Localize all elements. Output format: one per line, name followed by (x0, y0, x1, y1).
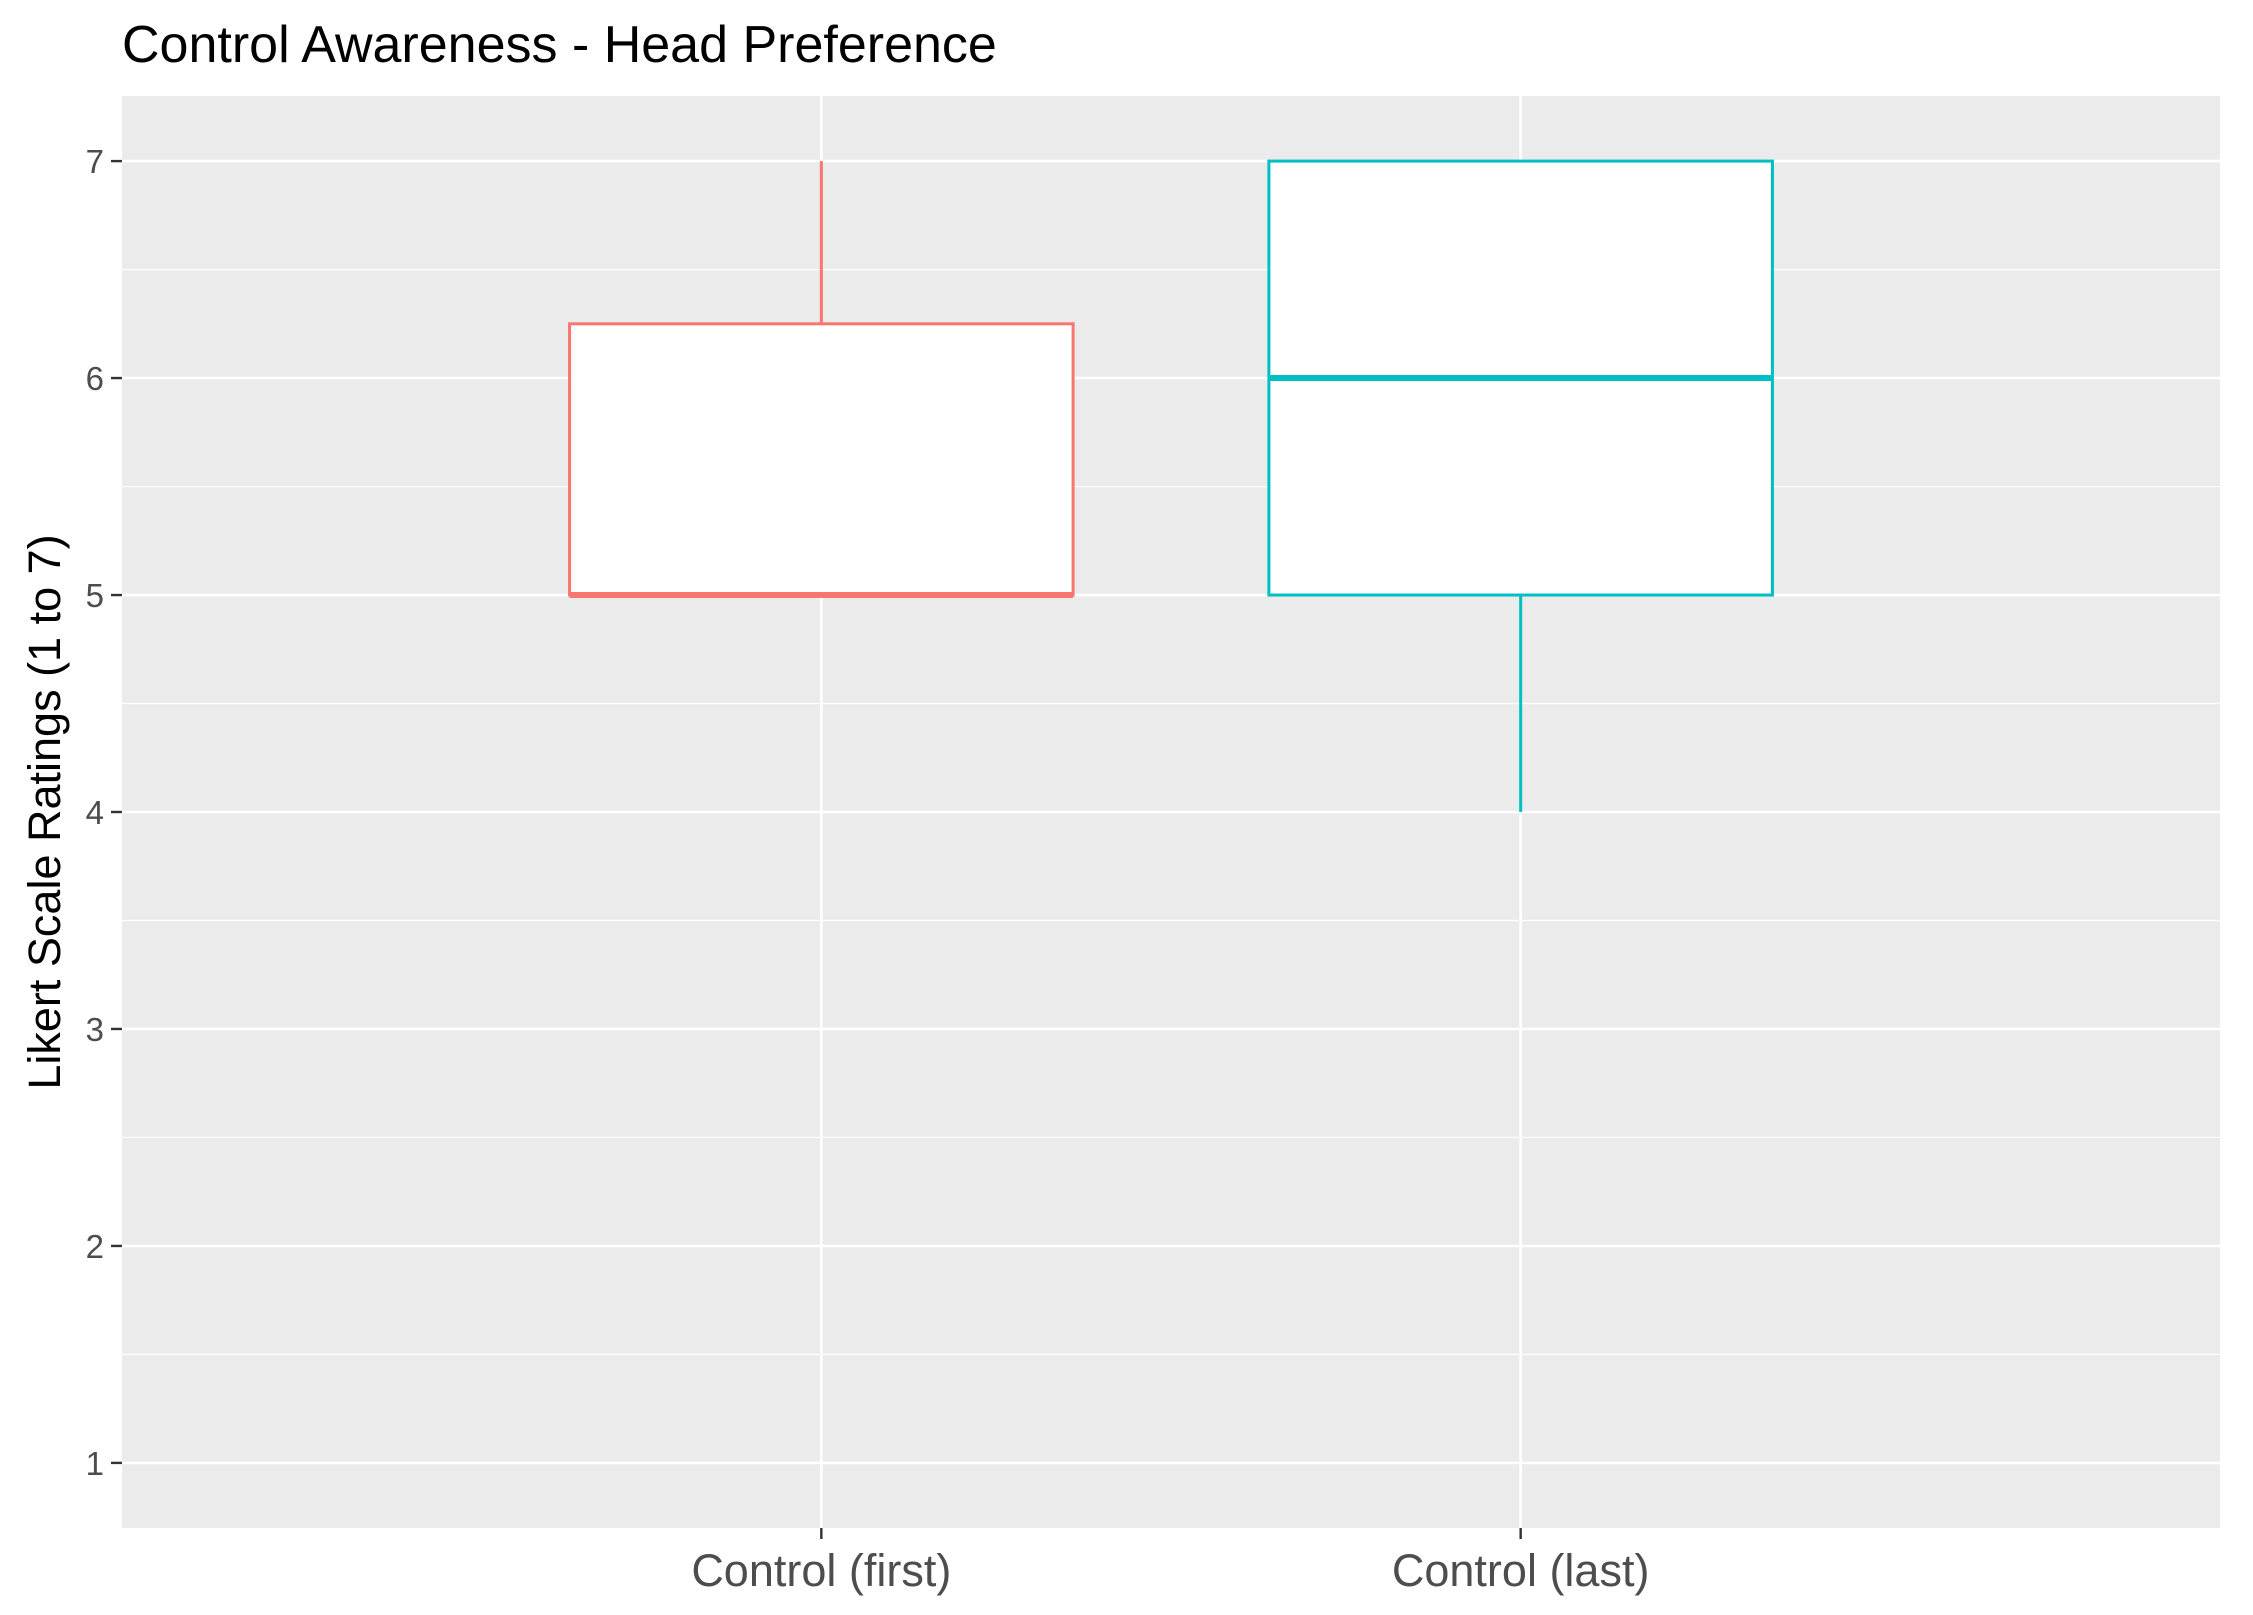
y-tick-label: 7 (86, 143, 104, 180)
boxes (568, 159, 1774, 812)
y-tick-label: 2 (86, 1228, 104, 1265)
grid-lines (122, 96, 2220, 1528)
y-tick-label: 1 (86, 1445, 104, 1482)
box-group (568, 161, 1075, 599)
chart-title: Control Awareness - Head Preference (122, 16, 997, 74)
box (568, 322, 1075, 597)
x-tick-label: Control (last) (1392, 1545, 1650, 1596)
x-axis: Control (first) Control (last) (691, 1528, 1649, 1596)
box-group (1267, 159, 1774, 812)
y-tick-label: 6 (86, 360, 104, 397)
y-axis-label: Likert Scale Ratings (1 to 7) (19, 534, 70, 1089)
y-tick-label: 5 (86, 577, 104, 614)
y-axis: 1 2 3 4 5 6 7 (86, 143, 122, 1482)
y-tick-label: 3 (86, 1011, 104, 1048)
x-tick-label: Control (first) (691, 1545, 951, 1596)
y-tick-label: 4 (86, 794, 104, 831)
